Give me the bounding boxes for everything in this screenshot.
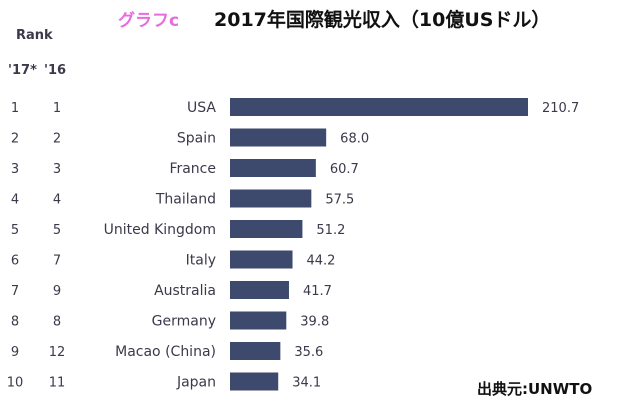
rank-2017-label: 8: [11, 315, 19, 330]
bar: [230, 98, 528, 116]
rank-2017-header: '17*: [8, 63, 37, 78]
bar: [230, 281, 289, 299]
value-label: 51.2: [316, 223, 345, 238]
bar: [230, 128, 327, 147]
rank-2017-label: 7: [11, 284, 19, 299]
category-label: Australia: [154, 283, 216, 299]
rank-2017-label: 9: [11, 345, 19, 360]
rank-2016-label: 7: [53, 254, 61, 269]
category-label: Spain: [177, 131, 216, 147]
value-label: 34.1: [292, 376, 321, 391]
value-label: 35.6: [294, 345, 323, 360]
graph-label: グラフc: [118, 11, 180, 31]
rank-header: Rank: [16, 28, 53, 43]
source-note: 出典元:UNWTO: [477, 380, 593, 398]
rank-2016-label: 5: [53, 223, 61, 238]
category-label: Italy: [186, 253, 216, 269]
value-label: 44.2: [307, 254, 336, 269]
category-label: Thailand: [155, 192, 216, 208]
category-label: Germany: [152, 314, 216, 330]
category-label: United Kingdom: [104, 222, 216, 238]
value-label: 39.8: [300, 315, 329, 330]
rank-2016-label: 11: [49, 376, 66, 391]
chart-title: 2017年国際観光収入（10億USドル）: [214, 9, 551, 31]
rank-2017-label: 10: [7, 376, 24, 391]
bar: [230, 189, 312, 208]
rank-2016-label: 4: [53, 193, 61, 208]
value-label: 57.5: [325, 193, 354, 208]
bar: [230, 159, 316, 177]
rank-2016-label: 9: [53, 284, 61, 299]
category-label: France: [169, 161, 216, 177]
rank-2017-label: 5: [11, 223, 19, 238]
rank-2017-label: 3: [11, 162, 19, 177]
rank-2017-label: 4: [11, 193, 19, 208]
category-label: Japan: [176, 375, 216, 391]
rank-2017-label: 6: [11, 254, 19, 269]
rank-2016-label: 3: [53, 162, 61, 177]
bar: [230, 342, 281, 360]
bar: [230, 311, 287, 330]
rank-2017-label: 2: [11, 132, 19, 147]
rank-2017-label: 1: [11, 101, 19, 116]
category-label: USA: [187, 100, 216, 116]
rank-2016-label: 12: [49, 345, 66, 360]
value-label: 210.7: [542, 101, 579, 116]
bar: [230, 372, 279, 391]
bar: [230, 220, 303, 238]
category-label: Macao (China): [115, 344, 216, 360]
rank-2016-label: 8: [53, 315, 61, 330]
rank-2016-label: 2: [53, 132, 61, 147]
rank-2016-label: 1: [53, 101, 61, 116]
value-label: 41.7: [303, 284, 332, 299]
rank-2016-header: '16: [44, 63, 67, 78]
bar: [230, 250, 293, 269]
value-label: 68.0: [340, 132, 369, 147]
value-label: 60.7: [330, 162, 359, 177]
